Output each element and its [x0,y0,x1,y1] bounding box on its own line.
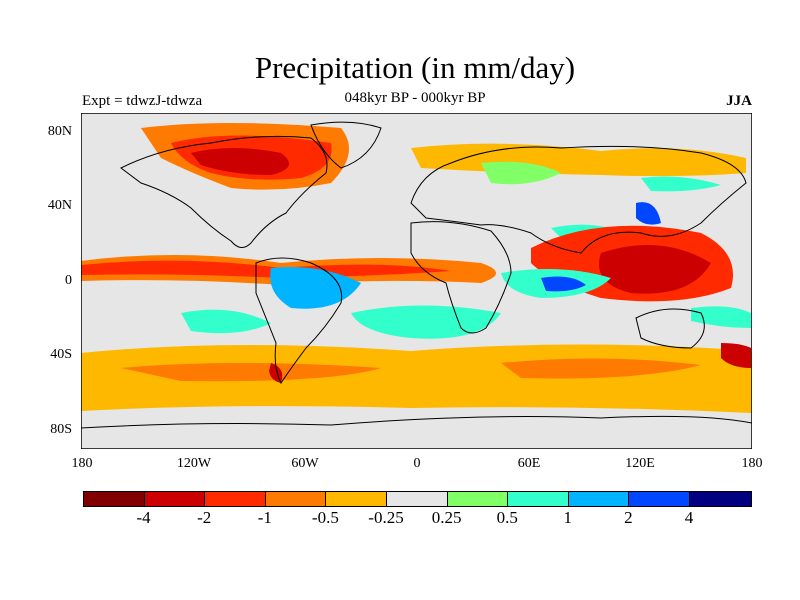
x-tick-120e: 120E [625,456,655,471]
colorbar-box [568,492,630,506]
colorbar-box [447,492,509,506]
x-tick-0: 0 [413,456,421,471]
colorbar-label: 1 [563,508,573,527]
x-tick-60e: 60E [517,456,541,471]
colorbar-label: 0.25 [431,508,462,527]
colorbar-box [265,492,327,506]
map-title: Precipitation (in mm/day) [254,50,576,85]
colorbar-label: -0.5 [311,508,339,527]
colorbar-label: -0.25 [368,508,404,527]
anomaly-field [81,123,752,413]
colorbar [83,491,752,507]
y-tick-0: 0 [65,273,72,288]
x-tick-180e: 180 [741,456,763,471]
x-tick-180w: 180 [71,456,93,471]
season-label: JJA [726,93,752,109]
colorbar-label: 2 [624,508,633,527]
colorbar-label: -4 [136,508,151,527]
colorbar-box [689,492,751,506]
y-tick-80n: 80N [47,124,72,139]
experiment-label: Expt = tdwzJ-tdwza [82,93,203,109]
colorbar-label: 4 [684,508,694,527]
colorbar-box [205,492,266,506]
y-tick-40s: 40S [50,347,72,362]
y-tick-80s: 80S [50,422,72,437]
colorbar-box [386,492,448,506]
colorbar-box [84,492,145,506]
colorbar-box [144,492,206,506]
colorbar-label: -2 [197,508,212,527]
x-tick-120w: 120W [176,456,212,471]
colorbar-label: -1 [257,508,272,527]
colorbar-label: 0.5 [496,508,518,527]
y-tick-40n: 40N [47,198,72,213]
colorbar-box [629,492,690,506]
colorbar-box [326,492,387,506]
coastlines [81,121,752,429]
map-subtitle: 048kyr BP - 000kyr BP [344,90,486,106]
colorbar-box [508,492,569,506]
x-tick-60w: 60W [291,456,319,471]
precipitation-map [81,113,752,449]
